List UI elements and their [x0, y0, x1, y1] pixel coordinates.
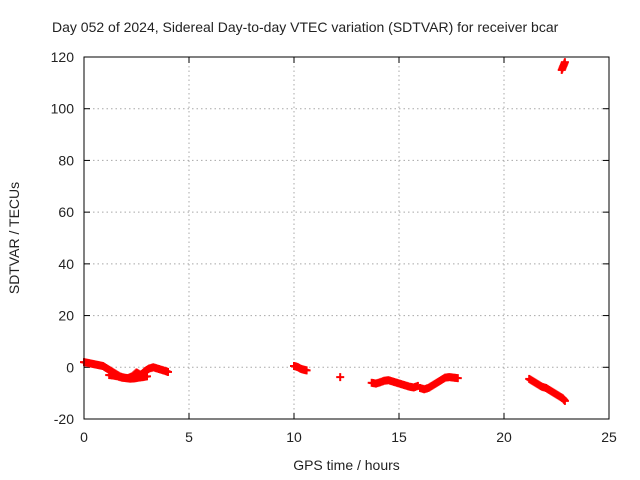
y-tick-label: 0	[66, 359, 74, 375]
data-series-segment	[290, 361, 311, 375]
y-tick-label: -20	[54, 411, 74, 427]
y-axis-label: SDTVAR / TECUs	[6, 182, 22, 294]
data-series-segment	[367, 376, 422, 392]
y-tick-label: 100	[51, 101, 75, 117]
y-tick-label: 60	[58, 204, 74, 220]
x-tick-label: 0	[80, 429, 88, 445]
data-series-segment	[525, 374, 569, 405]
x-axis-label: GPS time / hours	[293, 457, 400, 473]
x-tick-label: 5	[185, 429, 193, 445]
x-tick-label: 25	[601, 429, 617, 445]
axis-ticks: 0 5 10 15 20 25 -20 0 20 40 60 80 100 120	[51, 49, 617, 445]
data-series-segment	[416, 373, 462, 394]
x-tick-label: 15	[391, 429, 407, 445]
y-tick-label: 40	[58, 256, 74, 272]
grid	[84, 57, 609, 419]
y-tick-label: 80	[58, 152, 74, 168]
data-points	[80, 58, 569, 405]
plot-frame	[83, 56, 610, 420]
x-tick-label: 20	[496, 429, 512, 445]
y-tick-label: 120	[51, 49, 75, 65]
y-tick-label: 20	[58, 308, 74, 324]
data-series-segment	[557, 58, 569, 74]
x-tick-label: 10	[286, 429, 302, 445]
chart-title: Day 052 of 2024, Sidereal Day-to-day VTE…	[52, 19, 559, 35]
data-series-segment	[105, 371, 151, 383]
data-series-segment	[336, 373, 345, 382]
